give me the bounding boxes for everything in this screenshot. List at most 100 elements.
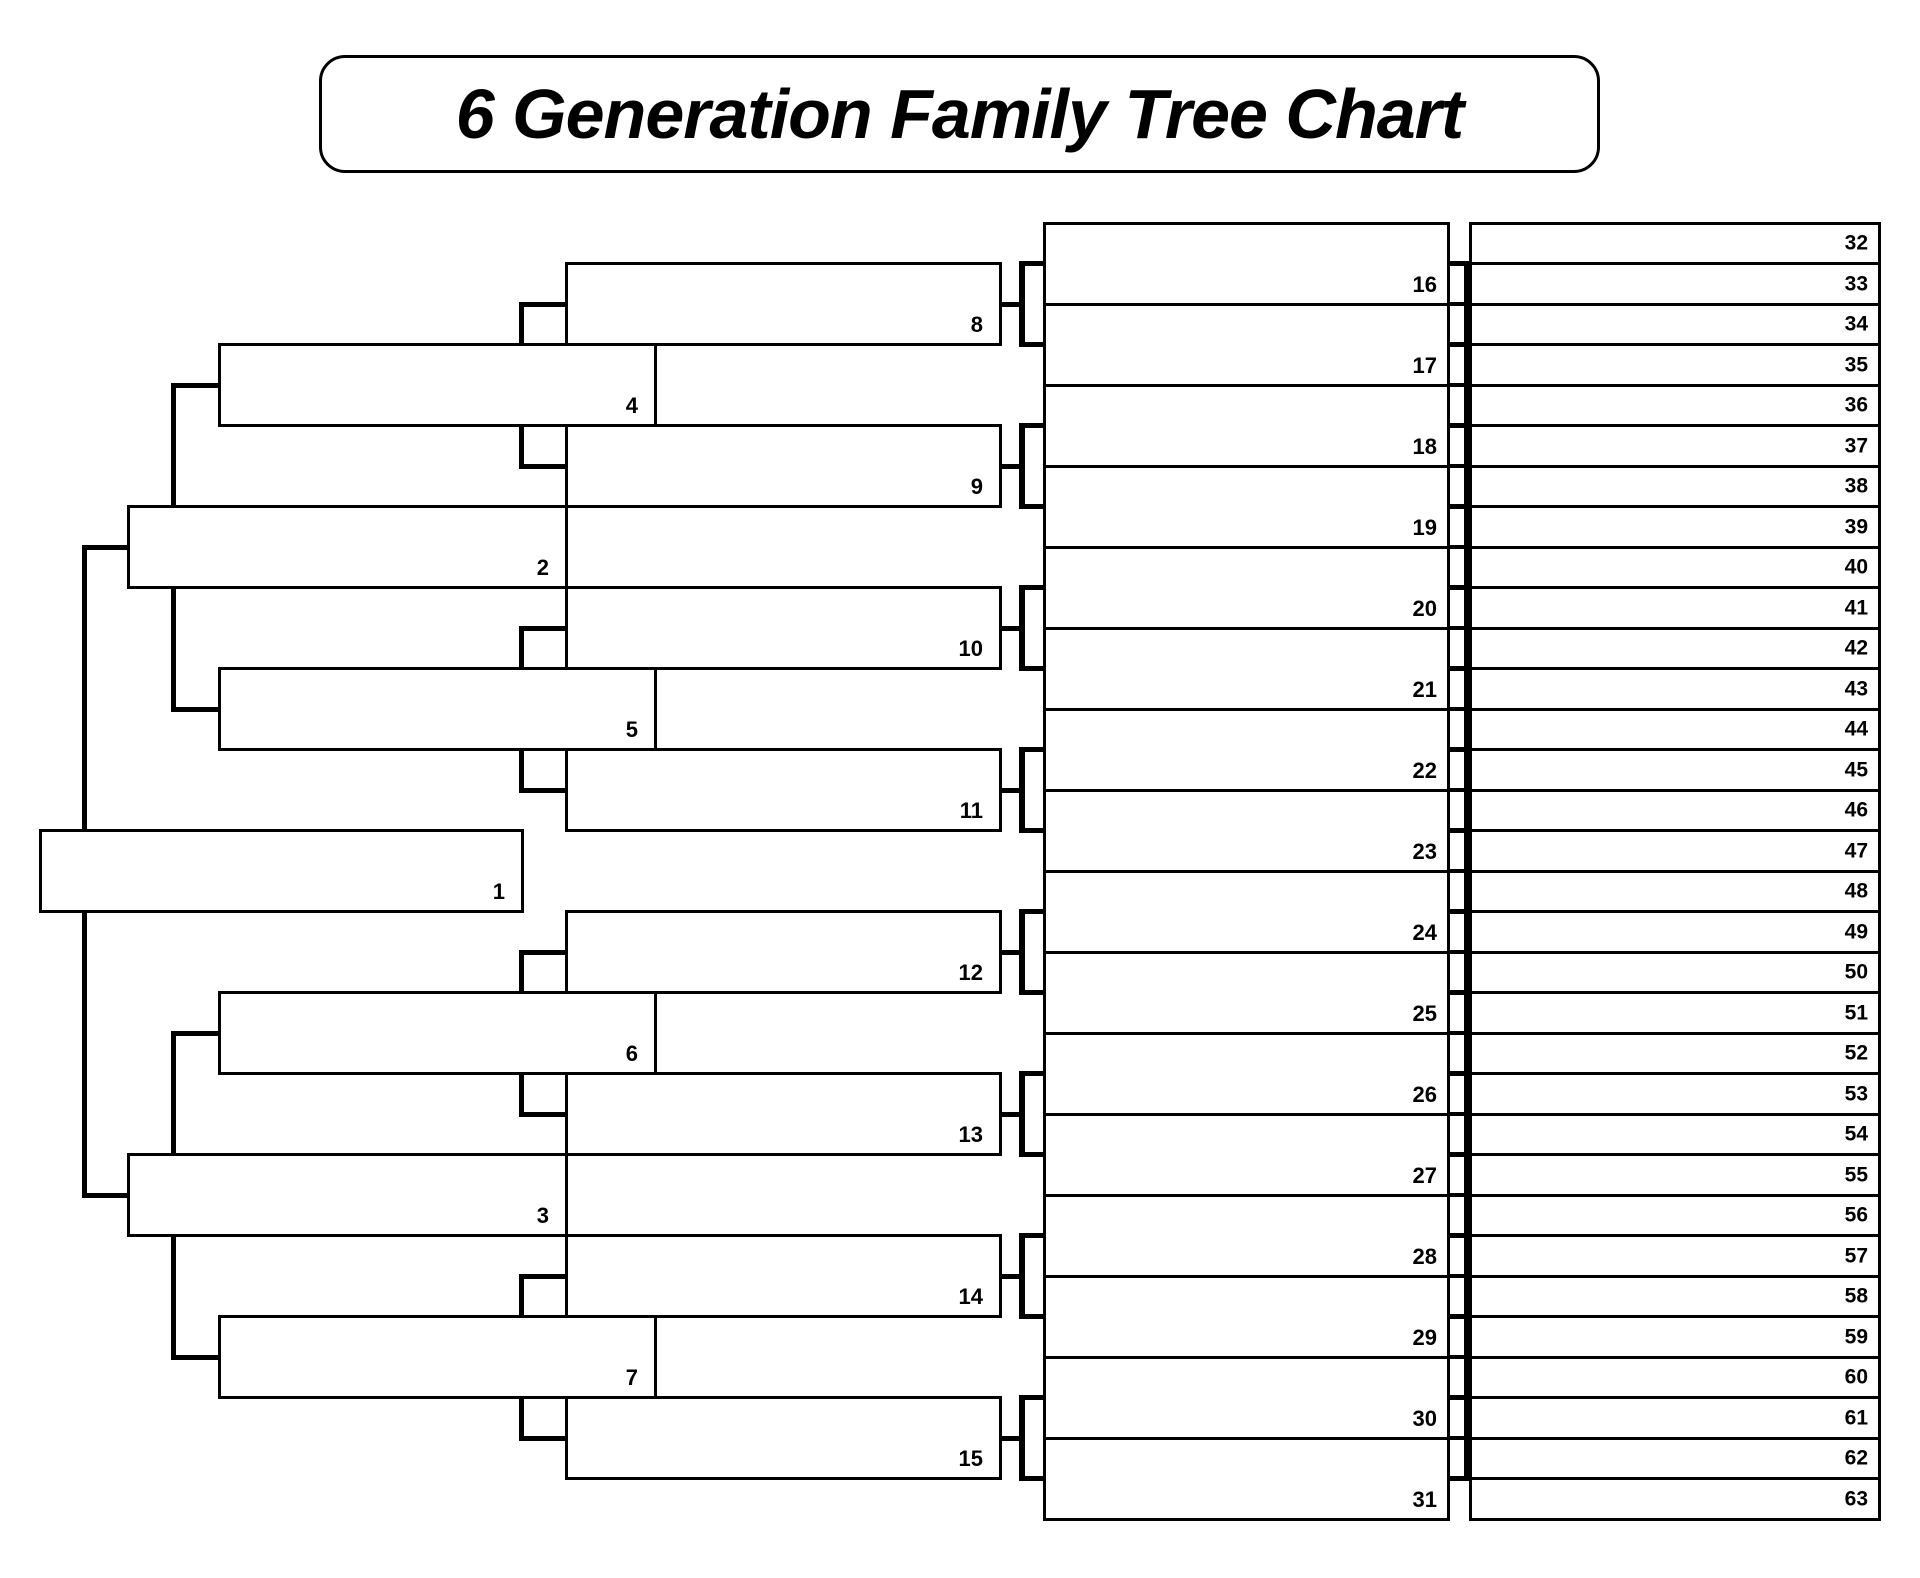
box-number-52: 52 bbox=[1844, 1041, 1868, 1065]
box-edge-top bbox=[1042, 1355, 1450, 1359]
box-number-25: 25 bbox=[1412, 1001, 1437, 1026]
box-edge-left bbox=[1468, 1396, 1472, 1440]
box-number-50: 50 bbox=[1844, 960, 1868, 984]
box-edge-bottom bbox=[126, 586, 568, 589]
box-number-27: 27 bbox=[1412, 1163, 1437, 1188]
box-edge-right bbox=[1877, 991, 1881, 1035]
g45-bracket-15-top-stub bbox=[1019, 1395, 1046, 1400]
box-edge-left bbox=[1468, 950, 1472, 994]
box-edge-left bbox=[1468, 545, 1472, 589]
box-edge-top bbox=[1042, 626, 1450, 630]
g45-bracket-12-top-stub bbox=[1019, 909, 1046, 914]
g56-rung bbox=[1446, 504, 1472, 509]
g56-rung bbox=[1446, 1193, 1472, 1197]
g45-bracket-15-center-stub bbox=[998, 1435, 1019, 1441]
g45-bracket-8-center-stub bbox=[998, 301, 1019, 307]
box-edge-top bbox=[1468, 1072, 1881, 1075]
box-number-29: 29 bbox=[1412, 1325, 1437, 1350]
g56-rung bbox=[1446, 1071, 1472, 1076]
box-edge-right bbox=[1877, 788, 1881, 832]
box-edge-top bbox=[1468, 667, 1881, 670]
box-edge-left bbox=[1468, 424, 1472, 468]
box-edge-top bbox=[126, 1153, 568, 1156]
box-edge-right bbox=[1877, 1436, 1881, 1480]
person-box-62: 62 bbox=[1468, 1436, 1881, 1480]
person-box-30: 30 bbox=[1042, 1355, 1450, 1440]
g45-bracket-11-bar bbox=[1019, 747, 1025, 833]
g45-bracket-9-bottom-stub bbox=[1019, 504, 1046, 509]
box-number-34: 34 bbox=[1844, 312, 1868, 336]
box-edge-top bbox=[564, 262, 1002, 265]
box-edge-right bbox=[1877, 626, 1881, 670]
box-edge-top bbox=[1042, 383, 1450, 387]
box-edge-bottom bbox=[564, 991, 1002, 994]
g56-rung bbox=[1446, 1314, 1472, 1319]
box-number-48: 48 bbox=[1844, 879, 1868, 903]
box-number-8: 8 bbox=[970, 311, 983, 337]
box-edge-right bbox=[564, 505, 568, 589]
box-number-60: 60 bbox=[1844, 1365, 1868, 1389]
elbow-5-top-vertical bbox=[518, 625, 524, 669]
box-edge-right bbox=[1877, 1031, 1881, 1075]
box-edge-top bbox=[1468, 383, 1881, 387]
person-box-63: 63 bbox=[1468, 1477, 1881, 1521]
box-edge-right bbox=[1877, 748, 1881, 792]
box-edge-top bbox=[1468, 1193, 1881, 1197]
box-number-38: 38 bbox=[1844, 474, 1868, 498]
box-edge-bottom bbox=[564, 343, 1002, 346]
box-edge-right bbox=[1877, 343, 1881, 387]
elbow-4-bottom-vertical bbox=[518, 425, 524, 469]
box-edge-left bbox=[1468, 505, 1472, 549]
box-edge-top bbox=[1468, 1234, 1881, 1237]
g45-bracket-10-top-stub bbox=[1019, 585, 1046, 590]
box-edge-bottom bbox=[564, 505, 1002, 508]
person-box-40: 40 bbox=[1468, 545, 1881, 589]
g56-rung bbox=[1446, 626, 1472, 630]
box-edge-left bbox=[1468, 343, 1472, 387]
person-box-14: 14 bbox=[564, 1234, 1002, 1318]
g45-bracket-13-bar bbox=[1019, 1071, 1025, 1157]
bracket-1-stub-top bbox=[81, 544, 130, 550]
person-box-57: 57 bbox=[1468, 1234, 1881, 1278]
box-number-16: 16 bbox=[1412, 272, 1437, 297]
box-edge-top bbox=[217, 1315, 657, 1318]
g45-bracket-9-bar bbox=[1019, 423, 1025, 509]
box-edge-right bbox=[564, 1153, 568, 1237]
g45-bracket-9-top-stub bbox=[1019, 423, 1046, 428]
g45-bracket-13-center-stub bbox=[998, 1111, 1019, 1117]
chart-title: 6 Generation Family Tree Chart bbox=[455, 75, 1464, 153]
box-edge-right bbox=[1877, 302, 1881, 346]
box-edge-top bbox=[1468, 1355, 1881, 1359]
g56-rung bbox=[1446, 383, 1472, 387]
elbow-7-bottom-vertical bbox=[518, 1397, 524, 1441]
g56-rung bbox=[1446, 1233, 1472, 1238]
box-edge-top bbox=[1468, 626, 1881, 630]
box-edge-right bbox=[1877, 505, 1881, 549]
elbow-6-top-vertical bbox=[518, 949, 524, 993]
box-number-14: 14 bbox=[958, 1283, 983, 1309]
person-box-2: 2 bbox=[126, 505, 568, 589]
box-number-1: 1 bbox=[492, 878, 505, 904]
g45-bracket-10-center-stub bbox=[998, 625, 1019, 631]
box-edge-top bbox=[1468, 1031, 1881, 1035]
box-edge-top bbox=[1468, 707, 1881, 711]
box-number-11: 11 bbox=[959, 797, 983, 823]
box-edge-top bbox=[1042, 1436, 1450, 1440]
g56-rung bbox=[1446, 909, 1472, 914]
box-edge-top bbox=[1468, 1477, 1881, 1480]
box-number-36: 36 bbox=[1844, 393, 1868, 417]
box-number-19: 19 bbox=[1412, 515, 1437, 540]
bracket-1-stub-bottom bbox=[81, 1192, 130, 1198]
person-box-38: 38 bbox=[1468, 464, 1881, 508]
box-edge-bottom bbox=[217, 1396, 657, 1399]
box-edge-left bbox=[1468, 1153, 1472, 1197]
box-edge-top bbox=[1468, 1396, 1881, 1399]
box-edge-left bbox=[1468, 1315, 1472, 1359]
person-box-35: 35 bbox=[1468, 343, 1881, 387]
box-number-13: 13 bbox=[958, 1121, 983, 1147]
g45-bracket-10-bar bbox=[1019, 585, 1025, 671]
g56-rung bbox=[1446, 261, 1472, 266]
box-edge-left bbox=[1468, 221, 1472, 265]
g56-rung bbox=[1446, 1436, 1472, 1440]
